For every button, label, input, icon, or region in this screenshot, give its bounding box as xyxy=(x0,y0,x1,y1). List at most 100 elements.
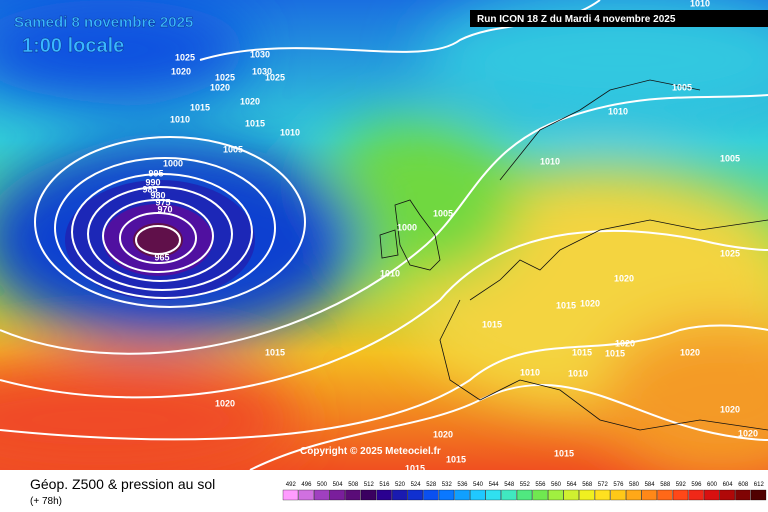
isobar-label: 1015 xyxy=(554,448,574,458)
isobar-label: 1015 xyxy=(482,319,502,329)
isobar-label: 1020 xyxy=(433,429,453,439)
date-text: Samedi 8 novembre 2025 xyxy=(14,14,193,31)
isobar-label: 1015 xyxy=(605,348,625,358)
colorbar-cell xyxy=(719,489,735,501)
colorbar-label: 504 xyxy=(333,482,344,488)
run-text: Run ICON 18 Z du Mardi 4 novembre 2025 xyxy=(477,14,676,25)
colorbar-cell xyxy=(750,489,767,501)
colorbar-cell xyxy=(501,489,517,501)
isobar-label: 1015 xyxy=(265,347,285,357)
colorbar-label: 496 xyxy=(301,482,312,488)
colorbar-cell xyxy=(407,489,423,501)
colorbar-cell xyxy=(485,489,501,501)
colorbar-label: 528 xyxy=(426,482,437,488)
isobar-label: 1010 xyxy=(170,114,190,124)
colorbar-cell xyxy=(672,489,689,501)
colorbar-cell xyxy=(438,489,455,501)
colorbar-cell xyxy=(594,489,611,501)
colorbar-cell xyxy=(298,489,314,501)
colorbar-label: 532 xyxy=(442,482,453,488)
run-banner xyxy=(470,10,768,27)
isobar-label: 1005 xyxy=(720,153,740,163)
isobar-label: 985 xyxy=(142,184,157,194)
colorbar-cell xyxy=(579,489,595,501)
isobar-label: 1025 xyxy=(215,72,235,82)
colorbar-label: 564 xyxy=(567,482,578,488)
isobar-label: 970 xyxy=(157,204,172,214)
isobar-label: 1010 xyxy=(690,0,710,8)
colorbar-label: 552 xyxy=(520,482,531,488)
colorbar-label: 580 xyxy=(629,482,640,488)
isobar-label: 990 xyxy=(145,177,160,187)
colorbar-cell xyxy=(704,489,720,501)
isobar-label: 1020 xyxy=(680,347,700,357)
isobar-label: 1030 xyxy=(252,66,272,76)
colorbar-cell xyxy=(329,489,345,501)
colorbar-label: 560 xyxy=(551,482,562,488)
colorbar-label: 540 xyxy=(473,482,484,488)
isobar-label: 1030 xyxy=(250,49,270,59)
colorbar-cell xyxy=(282,489,299,501)
isobar-label: 1010 xyxy=(380,268,400,278)
colorbar-cell xyxy=(423,489,439,501)
coastlines xyxy=(379,79,768,431)
isobar-label: 1020 xyxy=(615,338,635,348)
colorbar-label: 576 xyxy=(613,482,624,488)
isobar-label: 1005 xyxy=(672,82,692,92)
isobar-label: 1025 xyxy=(175,52,195,62)
field xyxy=(0,0,768,480)
colorbar-label: 548 xyxy=(504,482,515,488)
isobar-label: 1015 xyxy=(446,454,466,464)
colorbar-label: 500 xyxy=(317,482,328,488)
colorbar-cell xyxy=(360,489,377,501)
colorbar-cell xyxy=(470,489,486,501)
colorbar-label: 516 xyxy=(379,482,390,488)
isobar-label: 1020 xyxy=(215,398,235,408)
isobar-label: 1000 xyxy=(163,158,183,168)
colorbar-cell xyxy=(345,489,361,501)
colorbar-cell xyxy=(516,489,533,501)
isobar-label: 1005 xyxy=(223,144,243,154)
colorbar-label: 584 xyxy=(645,482,656,488)
colorbar-label: 612 xyxy=(754,482,765,488)
isobar-label: 995 xyxy=(148,168,163,178)
colorbar-cell xyxy=(735,489,751,501)
colorbar-cell xyxy=(376,489,392,501)
colorbar-cell xyxy=(314,489,330,501)
isobar-label: 1015 xyxy=(405,463,425,473)
isobar-label: 975 xyxy=(155,197,170,207)
isobar-label: 1005 xyxy=(433,208,453,218)
colorbar-label: 608 xyxy=(738,482,749,488)
footer-lead: (+ 78h) xyxy=(30,496,62,507)
colorbar-cell xyxy=(532,489,548,501)
isobar-label: 1015 xyxy=(245,118,265,128)
isobar-label: 980 xyxy=(150,190,165,200)
isobar-label: 1020 xyxy=(210,82,230,92)
isobar-label: 1020 xyxy=(738,428,758,438)
colorbar-label: 544 xyxy=(489,482,500,488)
isobars xyxy=(0,0,768,470)
colorbar-cell xyxy=(688,489,704,501)
colorbar-cell xyxy=(657,489,673,501)
colorbar-cell xyxy=(610,489,626,501)
colorbar-label: 572 xyxy=(598,482,609,488)
isobar-label: 1020 xyxy=(580,298,600,308)
isobar-label: 1010 xyxy=(520,367,540,377)
isobar-label: 1010 xyxy=(280,127,300,137)
colorbar-cell xyxy=(548,489,564,501)
isobar-label: 1010 xyxy=(608,106,628,116)
colorbar-cell xyxy=(392,489,408,501)
colorbar-label: 568 xyxy=(582,482,593,488)
colorbar-label: 512 xyxy=(364,482,375,488)
isobar-label: 1000 xyxy=(397,222,417,232)
colorbar-label: 600 xyxy=(707,482,718,488)
isobar-label: 1020 xyxy=(240,96,260,106)
isobar-labels: 1025102010301030102510251020102010151010… xyxy=(142,0,758,473)
isobar-label: 1020 xyxy=(614,273,634,283)
colorbar-label: 492 xyxy=(286,482,297,488)
footer-title: Géop. Z500 & pression au sol xyxy=(30,476,215,492)
colorbar-label: 508 xyxy=(348,482,359,488)
colorbar-label: 524 xyxy=(411,482,422,488)
isobar-label: 1015 xyxy=(556,300,576,310)
